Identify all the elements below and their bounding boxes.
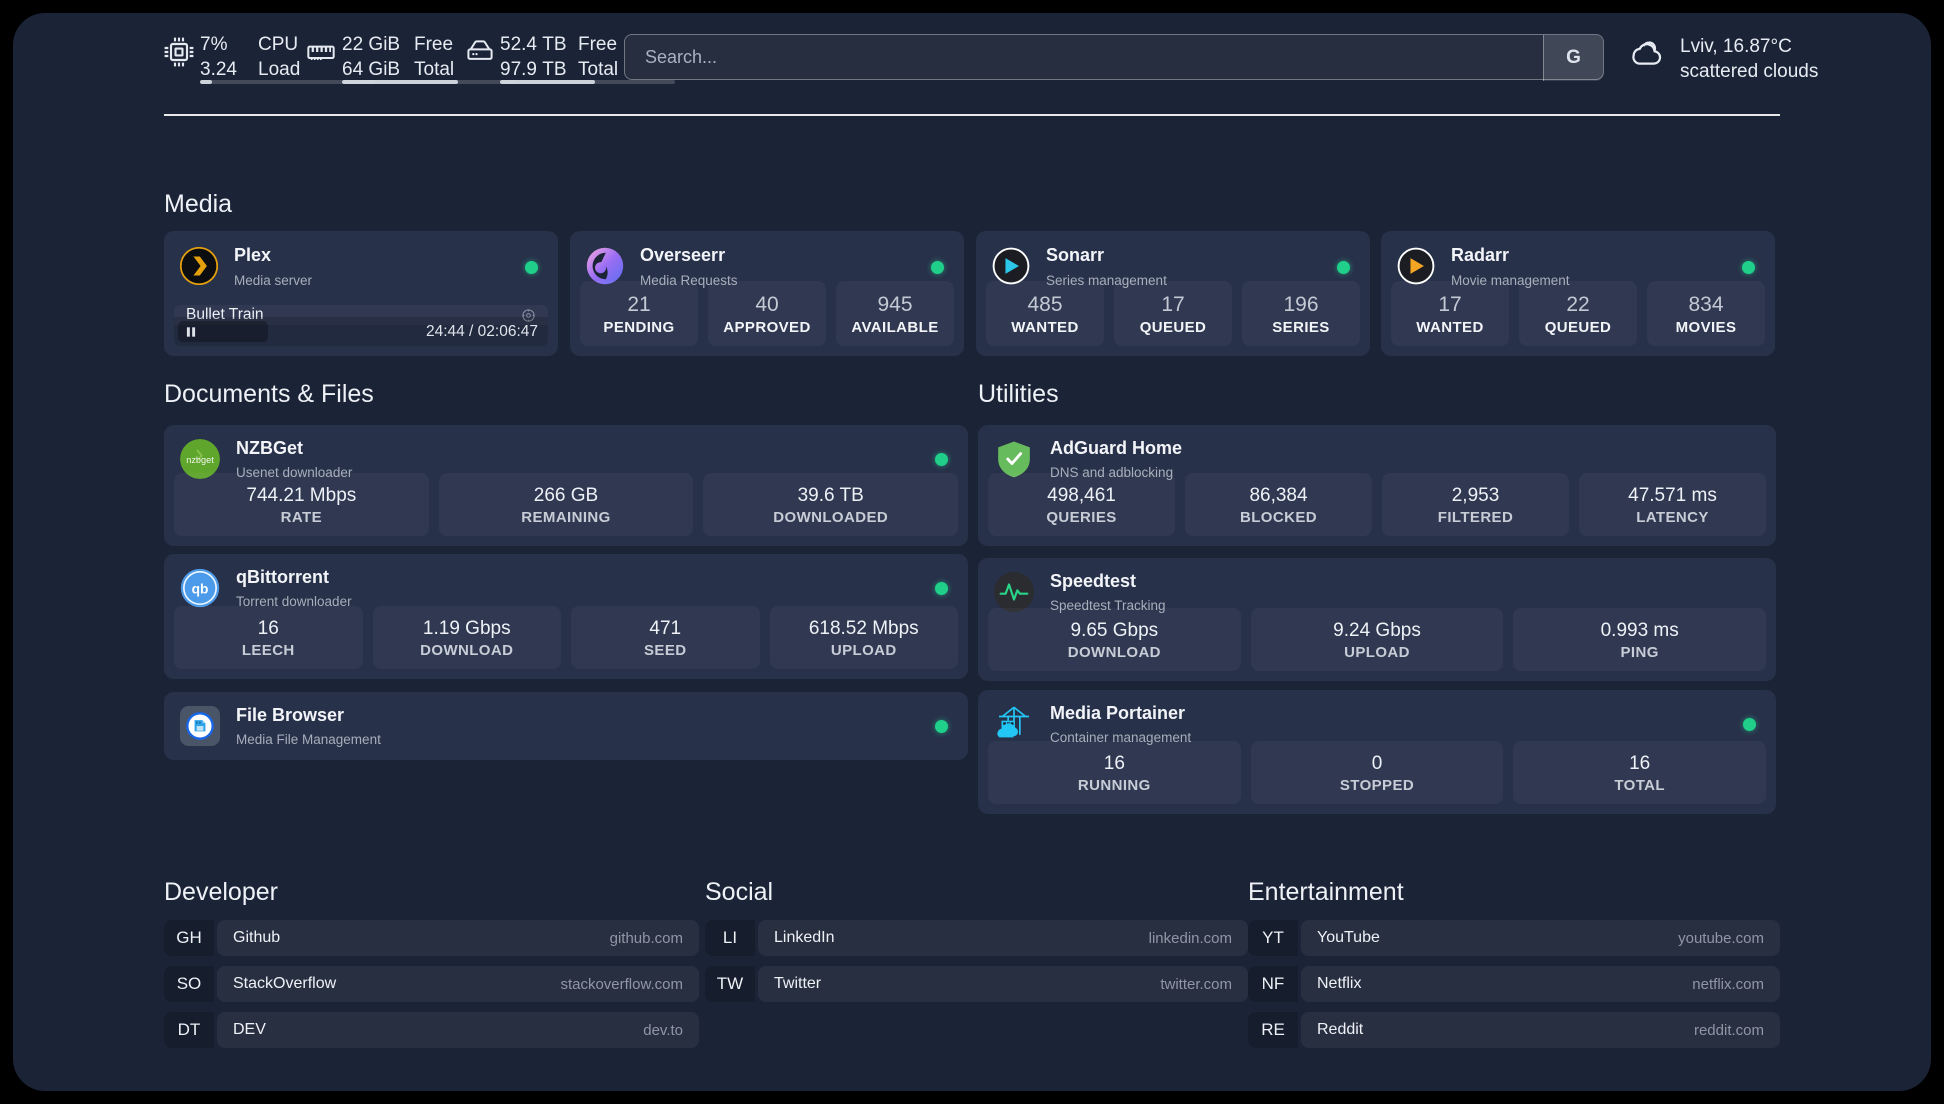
svg-text:qb: qb [192, 581, 209, 596]
svg-text:nzbget: nzbget [186, 455, 214, 465]
